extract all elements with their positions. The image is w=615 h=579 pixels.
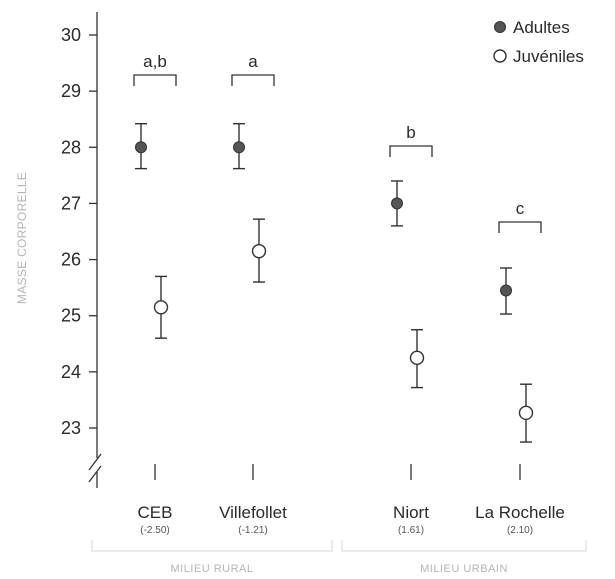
significance-label: c <box>516 199 525 218</box>
data-point-adultes <box>135 141 147 154</box>
y-tick-label: 25 <box>61 306 81 326</box>
legend-label: Adultes <box>513 18 570 37</box>
category-sublabel: (2.10) <box>507 525 533 536</box>
group-label: MILIEU RURAL <box>170 563 253 575</box>
y-tick-label: 26 <box>61 250 81 270</box>
category-sublabel: (1.61) <box>398 525 424 536</box>
significance-bracket <box>133 74 177 86</box>
axis-break-mark <box>88 453 102 471</box>
significance-bracket <box>231 74 275 86</box>
y-tick-label: 23 <box>61 418 81 438</box>
data-point-adultes <box>233 141 245 154</box>
group-bracket <box>341 540 587 552</box>
data-point-adultes <box>391 197 403 210</box>
significance-label: a,b <box>143 52 167 71</box>
significance-bracket <box>389 145 433 157</box>
group-bracket <box>91 540 333 552</box>
category-label: Niort <box>393 503 429 522</box>
data-point-juveniles <box>409 350 425 366</box>
category-label: CEB <box>138 503 173 522</box>
y-tick-label: 29 <box>61 81 81 101</box>
category-label: La Rochelle <box>475 503 565 522</box>
legend-label: Juvéniles <box>513 47 584 66</box>
group-label: MILIEU URBAIN <box>420 563 508 575</box>
y-tick-label: 30 <box>61 25 81 45</box>
category-sublabel: (-2.50) <box>140 525 169 536</box>
y-tick-label: 27 <box>61 193 81 213</box>
significance-label: a <box>248 52 258 71</box>
significance-bracket <box>498 221 542 233</box>
legend-marker-juveniles <box>493 49 507 63</box>
data-point-juveniles <box>153 300 169 315</box>
data-point-adultes <box>500 284 512 297</box>
y-axis-label: MASSE CORPORELLE <box>15 172 29 304</box>
data-point-juveniles <box>518 405 534 421</box>
axis-break-mark <box>88 465 102 483</box>
category-label: Villefollet <box>219 503 287 522</box>
y-tick-label: 28 <box>61 137 81 157</box>
category-sublabel: (-1.21) <box>238 525 267 536</box>
significance-label: b <box>406 123 415 142</box>
y-tick-label: 24 <box>61 362 81 382</box>
legend-marker-adultes <box>494 21 506 33</box>
data-point-juveniles <box>251 243 267 259</box>
